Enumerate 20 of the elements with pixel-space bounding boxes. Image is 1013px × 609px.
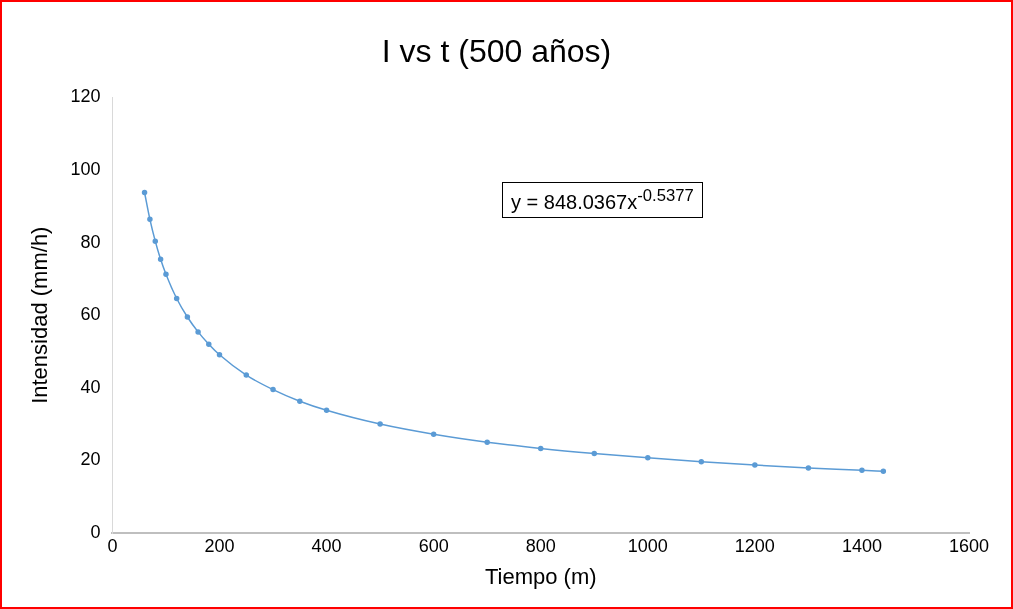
x-tick-label: 0 bbox=[107, 535, 118, 556]
y-tick-label: 80 bbox=[80, 231, 101, 252]
x-tick-label: 1000 bbox=[627, 535, 668, 556]
x-tick-label: 1600 bbox=[948, 535, 990, 556]
chart-title: I vs t (500 años) bbox=[381, 33, 612, 70]
x-tick-label: 600 bbox=[418, 535, 449, 556]
x-tick-label: 200 bbox=[204, 535, 235, 556]
annotation: y = 848.0367x$^{-0.5377}$ bbox=[502, 182, 703, 218]
y-tick-label: 20 bbox=[80, 449, 101, 470]
y-tick-label: 120 bbox=[70, 86, 101, 107]
y-tick-label: 60 bbox=[80, 304, 101, 325]
y-tick-label: 40 bbox=[80, 376, 101, 397]
y-tick-label: 0 bbox=[90, 521, 101, 542]
x-tick-label: 1200 bbox=[734, 535, 775, 556]
x-axis-title: Tiempo (m) bbox=[484, 563, 597, 589]
x-tick-label: 1400 bbox=[841, 535, 882, 556]
y-axis-title: Intensidad (mm/h) bbox=[27, 226, 53, 404]
x-tick-label: 800 bbox=[525, 535, 556, 556]
y-tick-label: 100 bbox=[70, 158, 101, 179]
x-tick-label: 400 bbox=[311, 535, 342, 556]
